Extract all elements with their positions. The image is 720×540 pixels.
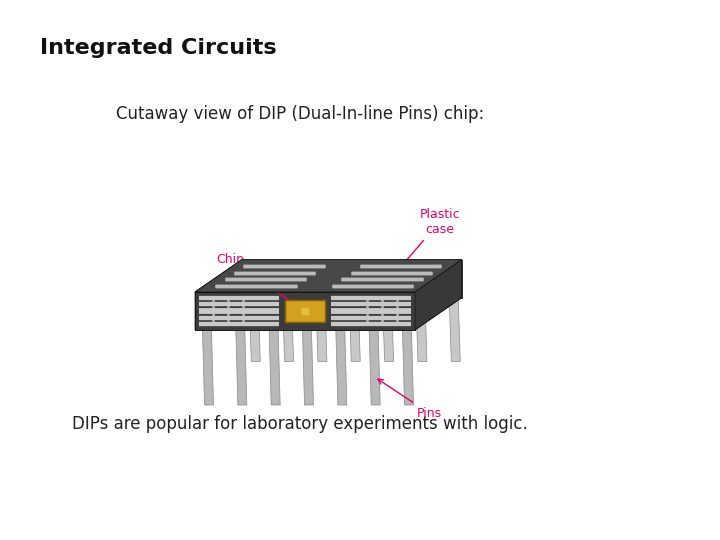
Polygon shape <box>416 298 427 361</box>
Polygon shape <box>195 292 415 330</box>
Polygon shape <box>415 260 462 330</box>
Polygon shape <box>285 300 325 322</box>
Text: Chip: Chip <box>216 253 302 308</box>
Polygon shape <box>302 330 313 405</box>
Polygon shape <box>382 298 394 361</box>
Polygon shape <box>195 260 462 292</box>
Polygon shape <box>449 298 460 361</box>
Polygon shape <box>336 330 347 405</box>
Text: Cutaway view of DIP (Dual-In-line Pins) chip:: Cutaway view of DIP (Dual-In-line Pins) … <box>116 105 484 123</box>
Text: Integrated Circuits: Integrated Circuits <box>40 38 276 58</box>
Text: Plastic
case: Plastic case <box>387 207 460 282</box>
Polygon shape <box>316 298 327 361</box>
Polygon shape <box>349 298 360 361</box>
Text: DIPs are popular for laboratory experiments with logic.: DIPs are popular for laboratory experime… <box>72 415 528 433</box>
Polygon shape <box>202 330 214 405</box>
Polygon shape <box>249 298 260 361</box>
Polygon shape <box>236 330 247 405</box>
Polygon shape <box>195 260 462 292</box>
Polygon shape <box>282 298 294 361</box>
Polygon shape <box>285 300 325 322</box>
Polygon shape <box>269 330 280 405</box>
Polygon shape <box>402 330 413 405</box>
Text: Pins: Pins <box>378 379 442 420</box>
Polygon shape <box>415 260 462 330</box>
Polygon shape <box>195 292 415 330</box>
Polygon shape <box>195 260 242 330</box>
Polygon shape <box>369 330 380 405</box>
Polygon shape <box>242 260 462 298</box>
